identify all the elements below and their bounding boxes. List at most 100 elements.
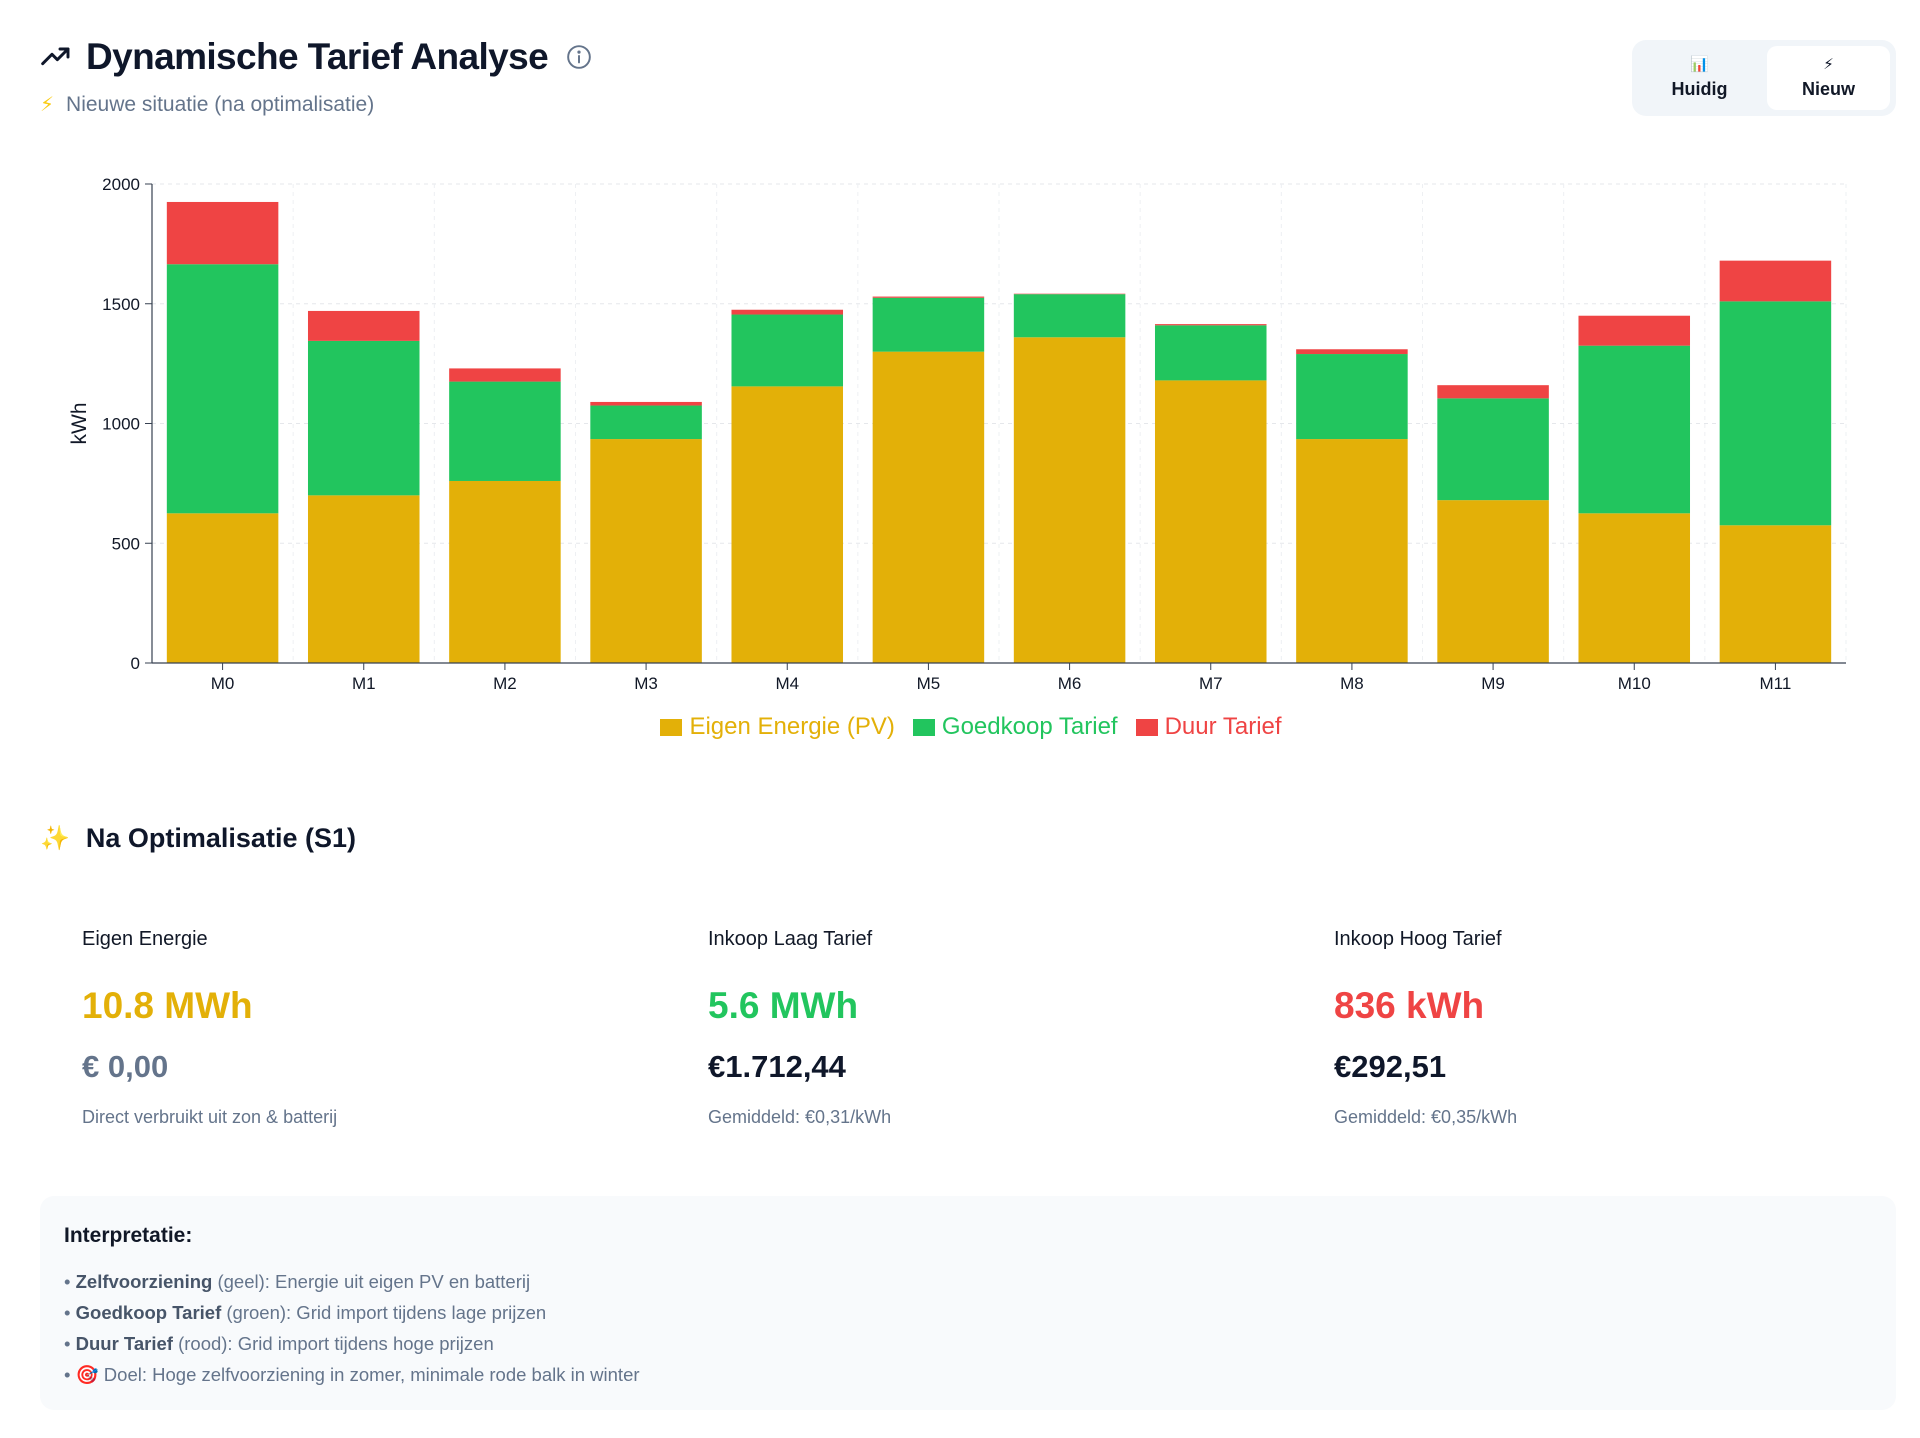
- stat-value: 5.6 MWh: [708, 985, 859, 1026]
- bar-M10-series-1: [1578, 345, 1691, 514]
- toggle-huidig-button[interactable]: 📊 Huidig: [1638, 46, 1761, 110]
- bar-M11-series-2: [1719, 260, 1832, 302]
- bar-M0-series-0: [166, 513, 279, 663]
- bar-M9-series-0: [1437, 500, 1549, 663]
- legend-label: Goedkoop Tarief: [941, 713, 1118, 740]
- section-title-text: Na Optimalisatie (S1): [85, 823, 356, 853]
- bar-M8-series-1: [1296, 354, 1408, 440]
- stat-value: 10.8 MWh: [82, 985, 253, 1026]
- x-tick-label: M4: [775, 674, 799, 693]
- x-tick-label: M2: [493, 674, 517, 693]
- trending-up-icon: [41, 47, 70, 66]
- stat-eigen-energie: Eigen Energie 10.8 MWh € 0,00 Direct ver…: [82, 928, 582, 1128]
- interpretation-title: Interpretatie:: [64, 1224, 193, 1247]
- x-tick-label: M7: [1199, 674, 1223, 693]
- interpretation-box: Interpretatie: • Zelfvoorziening (geel):…: [40, 1196, 1896, 1410]
- bar-chart-icon: 📊: [1690, 55, 1709, 73]
- y-axis-label: kWh: [68, 403, 91, 445]
- legend-item[interactable]: Duur Tarief: [1135, 713, 1282, 741]
- interpretation-list: • Zelfvoorziening (geel): Energie uit ei…: [64, 1266, 1872, 1390]
- header: Dynamische Tarief Analyse ⚡ Nieuwe situa…: [40, 36, 592, 117]
- page-title: Dynamische Tarief Analyse: [86, 36, 549, 77]
- stat-value: 836 kWh: [1334, 985, 1485, 1026]
- interpretation-item-term: Zelfvoorziening: [75, 1271, 213, 1292]
- sparkles-icon: ✨: [40, 825, 70, 852]
- toggle-nieuw-button[interactable]: ⚡ Nieuw: [1767, 46, 1890, 110]
- bolt-icon: ⚡: [40, 94, 55, 116]
- stat-note: Gemiddeld: €0,35/kWh: [1334, 1107, 1518, 1127]
- bar-M1-series-1: [307, 340, 420, 496]
- bar-M7-series-0: [1154, 380, 1267, 663]
- y-tick-label: 0: [131, 654, 140, 673]
- bar-M5-series-0: [872, 351, 985, 663]
- bar-M3-series-0: [590, 439, 702, 663]
- stat-cost: € 0,00: [82, 1049, 169, 1084]
- interpretation-item: • 🎯 Doel: Hoge zelfvoorziening in zomer,…: [64, 1364, 640, 1385]
- legend-label: Eigen Energie (PV): [689, 713, 895, 740]
- bar-M7-series-1: [1154, 325, 1267, 381]
- bar-M5-series-2: [872, 296, 985, 298]
- bar-M4-series-2: [731, 309, 844, 315]
- view-toggle: 📊 Huidig ⚡ Nieuw: [1632, 40, 1896, 116]
- legend-swatch: [912, 718, 935, 736]
- legend-swatch: [660, 718, 683, 736]
- toggle-nieuw-label: Nieuw: [1801, 78, 1855, 99]
- x-tick-label: M3: [634, 674, 658, 693]
- bar-M6-series-0: [1013, 337, 1126, 663]
- bar-M2-series-1: [449, 381, 561, 481]
- bar-M9-series-2: [1437, 385, 1549, 399]
- x-tick-label: M10: [1618, 674, 1651, 693]
- bar-M9-series-1: [1437, 398, 1549, 501]
- bar-M5-series-1: [872, 297, 985, 352]
- page-subtitle: Nieuwe situatie (na optimalisatie): [66, 92, 375, 116]
- bar-M3-series-1: [590, 405, 702, 440]
- interpretation-item-text: (groen): Grid import tijdens lage prijze…: [221, 1302, 547, 1323]
- bar-M10-series-0: [1578, 513, 1691, 663]
- stat-cost: €1.712,44: [708, 1049, 846, 1084]
- info-circle-icon[interactable]: [566, 44, 592, 70]
- legend-item[interactable]: Eigen Energie (PV): [660, 713, 895, 741]
- stat-label: Inkoop Laag Tarief: [708, 928, 873, 950]
- stat-note: Gemiddeld: €0,31/kWh: [708, 1107, 892, 1127]
- legend-item[interactable]: Goedkoop Tarief: [912, 713, 1118, 741]
- bar-M2-series-0: [449, 480, 561, 663]
- interpretation-item-text: (rood): Grid import tijdens hoge prijzen: [172, 1333, 494, 1354]
- bar-M11-series-1: [1719, 301, 1832, 526]
- y-tick-label: 500: [112, 534, 140, 553]
- interpretation-item-text: 🎯 Doel: Hoge zelfvoorziening in zomer, m…: [75, 1364, 640, 1385]
- stat-cost: €292,51: [1334, 1049, 1447, 1084]
- interpretation-item-term: Goedkoop Tarief: [75, 1302, 222, 1323]
- bar-M6-series-1: [1013, 294, 1126, 338]
- interpretation-item-text: (geel): Energie uit eigen PV en batterij: [212, 1271, 531, 1292]
- y-tick-label: 2000: [102, 175, 140, 194]
- stat-label: Eigen Energie: [82, 928, 208, 950]
- stat-inkoop-hoog: Inkoop Hoog Tarief 836 kWh €292,51 Gemid…: [1334, 928, 1834, 1128]
- x-tick-label: M0: [211, 674, 235, 693]
- stat-note: Direct verbruikt uit zon & batterij: [82, 1107, 338, 1127]
- x-tick-label: M9: [1481, 674, 1505, 693]
- bolt-icon: ⚡: [1823, 55, 1834, 73]
- bar-M8-series-2: [1296, 349, 1408, 355]
- chart-legend: Eigen Energie (PV) Goedkoop Tarief Duur Ta…: [0, 713, 1920, 741]
- stacked-bar-chart: 0 500 1000 1500 2000 M0 M1 M2 M3 M4 M5 M6 M7 M8 M9 M10 M…: [68, 175, 1847, 693]
- x-tick-label: M1: [352, 674, 376, 693]
- bar-M4-series-0: [731, 386, 844, 663]
- x-tick-label: M6: [1058, 674, 1082, 693]
- x-tick-label: M8: [1340, 674, 1364, 693]
- interpretation-item: • Zelfvoorziening (geel): Energie uit ei…: [64, 1271, 531, 1292]
- bar-M0-series-2: [166, 201, 279, 265]
- bar-M10-series-2: [1578, 315, 1691, 346]
- bar-M2-series-2: [449, 368, 561, 382]
- x-tick-label: M5: [917, 674, 941, 693]
- bar-M8-series-0: [1296, 439, 1408, 663]
- toggle-huidig-label: Huidig: [1671, 78, 1728, 99]
- y-tick-label: 1000: [102, 415, 140, 434]
- legend-label: Duur Tarief: [1164, 713, 1282, 740]
- bar-M0-series-1: [166, 264, 279, 514]
- x-tick-label: M11: [1760, 674, 1792, 693]
- subtitle-row: ⚡ Nieuwe situatie (na optimalisatie): [40, 92, 592, 117]
- bar-M3-series-2: [590, 401, 702, 406]
- y-tick-label: 1500: [102, 295, 140, 314]
- bar-M1-series-0: [307, 495, 420, 663]
- stat-inkoop-laag: Inkoop Laag Tarief 5.6 MWh €1.712,44 Gem…: [708, 928, 1208, 1128]
